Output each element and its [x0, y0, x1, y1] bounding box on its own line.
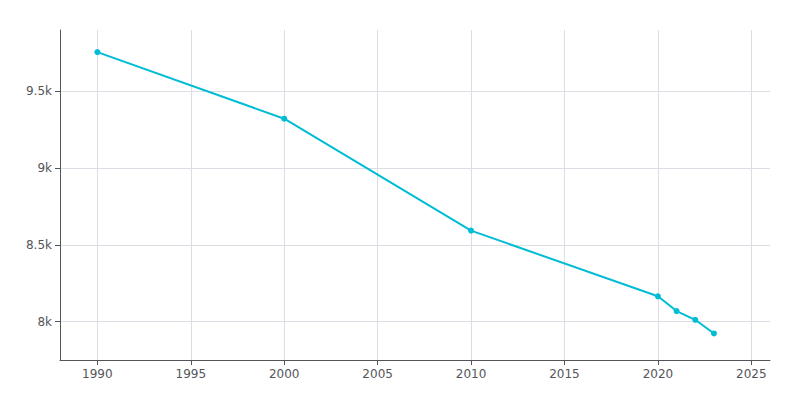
- svg-text:8.5k: 8.5k: [26, 238, 52, 252]
- svg-text:2005: 2005: [362, 367, 393, 381]
- svg-text:2020: 2020: [643, 367, 674, 381]
- svg-text:1990: 1990: [82, 367, 113, 381]
- svg-text:2000: 2000: [269, 367, 300, 381]
- svg-text:9k: 9k: [37, 161, 52, 175]
- svg-text:2025: 2025: [736, 367, 767, 381]
- svg-text:2015: 2015: [549, 367, 580, 381]
- svg-text:8k: 8k: [37, 315, 52, 329]
- svg-text:2010: 2010: [456, 367, 487, 381]
- svg-text:1995: 1995: [176, 367, 207, 381]
- svg-text:9.5k: 9.5k: [26, 84, 52, 98]
